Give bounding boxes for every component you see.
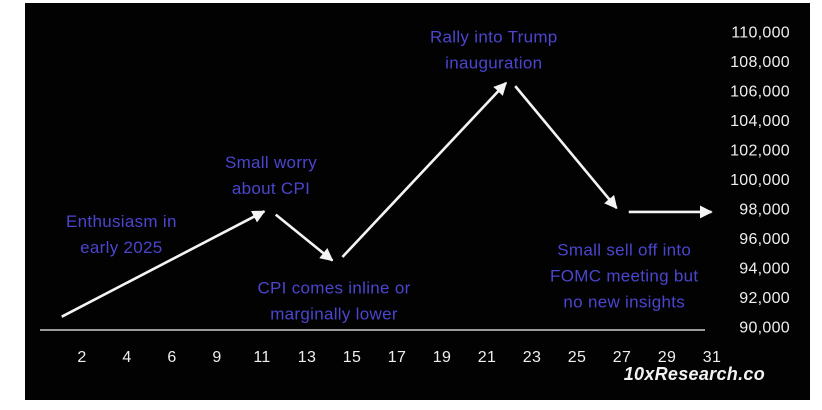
y-tick-label: 108,000	[730, 54, 790, 71]
annotation-line: no new insights	[563, 292, 685, 311]
x-tick-label: 29	[658, 349, 676, 366]
x-tick-label: 19	[433, 349, 451, 366]
chart-annotation: Enthusiasm in early 2025	[66, 212, 177, 257]
annotation-line: marginally lower	[270, 304, 398, 323]
y-tick-label: 98,000	[739, 202, 790, 219]
annotation-line: Small worry	[225, 153, 317, 172]
annotation-line: CPI comes inline or	[257, 278, 410, 297]
x-tick-label: 21	[478, 349, 496, 366]
x-tick-label: 27	[613, 349, 631, 366]
y-tick-label: 110,000	[731, 25, 790, 42]
chart-annotation: Small sell off into FOMC meeting but no ne…	[550, 240, 698, 311]
annotation-line: early 2025	[80, 238, 162, 257]
trend-arrow-segment	[274, 213, 334, 262]
y-tick-label: 106,000	[730, 84, 790, 101]
annotation-line: about CPI	[232, 179, 310, 198]
y-tick-label: 104,000	[730, 113, 790, 130]
y-tick-label: 100,000	[730, 172, 790, 189]
y-tick-label: 90,000	[739, 320, 790, 337]
x-tick-label: 15	[343, 349, 361, 366]
x-tick-label: 13	[298, 349, 316, 366]
price-projection-chart: 2 4 6 9 11 13 15 17 19 21 23 25 27 29 31 110,000 108,000…	[40, 25, 790, 366]
chart-panel: 2 4 6 9 11 13 15 17 19 21 23 25 27 29 31 110,000 108,000…	[25, 3, 810, 400]
x-tick-label: 25	[568, 349, 586, 366]
trend-arrow-segment	[341, 81, 508, 258]
trend-arrow-segment	[514, 85, 618, 210]
watermark-10xresearch: 10xResearch.co	[623, 364, 765, 384]
x-tick-label: 17	[388, 349, 406, 366]
x-tick-label: 9	[212, 349, 221, 366]
annotation-line: FOMC meeting but	[550, 266, 698, 285]
chart-annotation: Small worry about CPI	[225, 153, 317, 198]
chart-annotation: Rally into Trump inauguration	[430, 28, 558, 73]
x-tick-label: 2	[77, 349, 86, 366]
y-tick-label: 94,000	[739, 261, 790, 278]
annotation-line: Rally into Trump	[430, 28, 558, 47]
annotation-line: Small sell off into	[557, 240, 691, 259]
x-tick-label: 23	[523, 349, 541, 366]
x-tick-label: 6	[167, 349, 176, 366]
y-tick-label: 102,000	[730, 143, 790, 160]
trend-arrow-segment	[61, 210, 266, 318]
annotation-line: Enthusiasm in	[66, 212, 177, 231]
x-tick-label: 31	[703, 349, 721, 366]
y-tick-label: 92,000	[739, 290, 790, 307]
y-tick-label: 96,000	[739, 231, 790, 248]
x-tick-label: 4	[122, 349, 131, 366]
annotation-line: inauguration	[445, 54, 542, 73]
chart-annotation: CPI comes inline or marginally lower	[257, 278, 410, 323]
x-tick-label: 11	[253, 349, 270, 366]
